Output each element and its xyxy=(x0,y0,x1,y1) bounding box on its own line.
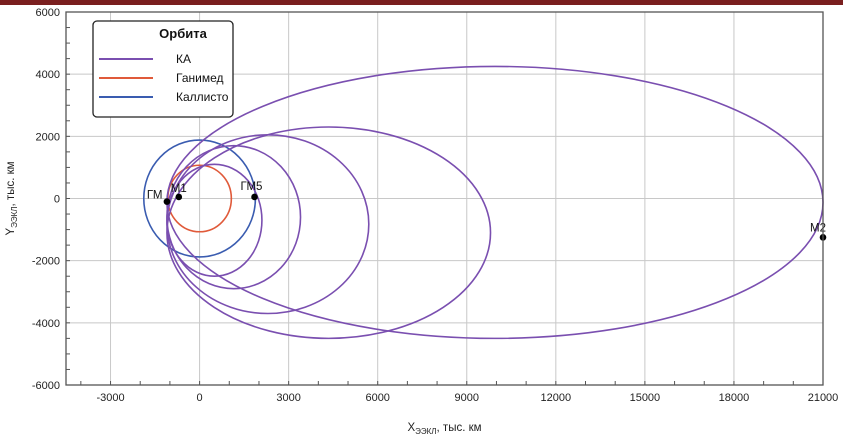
top-border-bar xyxy=(0,0,843,5)
legend-title: Орбита xyxy=(159,26,207,41)
x-axis-label-rest: , тыс. км xyxy=(437,422,482,434)
x-tick-label-2: 3000 xyxy=(276,392,300,404)
legend-label-1: Ганимед xyxy=(176,71,224,85)
legend-box xyxy=(92,20,234,118)
y-axis-label-rest: , тыс. км xyxy=(5,161,17,206)
legend: Орбита КА Ганимед Каллисто xyxy=(92,20,234,118)
x-axis-label-sub: ЭЭКЛ xyxy=(415,427,436,436)
x-tick-label-1: 0 xyxy=(197,392,203,404)
trajectory-points: ГМ М1 ГМ5 М2 xyxy=(147,181,827,241)
y-tick-label-3: 0 xyxy=(54,194,60,206)
y-tick-label-6: 6000 xyxy=(36,7,60,19)
y-tick-label-0: -6000 xyxy=(32,380,60,392)
x-tick-label-6: 15000 xyxy=(630,392,661,404)
legend-label-0: КА xyxy=(176,52,191,66)
point-М1 xyxy=(175,193,183,201)
y-axis-label: YЭЭКЛ, тыс. км xyxy=(5,161,19,235)
point-label-ГМ5: ГМ5 xyxy=(241,181,263,193)
y-tick-label-5: 4000 xyxy=(36,69,60,81)
y-tick-label-2: -2000 xyxy=(32,256,60,268)
x-tick-label-3: 6000 xyxy=(365,392,389,404)
plot-frame xyxy=(65,11,824,386)
x-tick-label-5: 12000 xyxy=(541,392,572,404)
point-label-М1: М1 xyxy=(171,183,187,195)
orbit-ka-6 xyxy=(166,163,263,278)
x-tick-labels: -3000 0 3000 6000 9000 12000 15000 18000 21000 xyxy=(96,392,838,404)
x-tick-label-7: 18000 xyxy=(719,392,750,404)
legend-items: КА Ганимед Каллисто xyxy=(99,52,229,104)
point-label-М2: М2 xyxy=(810,222,826,234)
x-tick-label-0: -3000 xyxy=(96,392,124,404)
y-tick-label-1: -4000 xyxy=(32,318,60,330)
x-tick-label-8: 21000 xyxy=(808,392,839,404)
y-tick-labels: -6000 -4000 -2000 0 2000 4000 6000 xyxy=(32,7,60,392)
x-axis-label: XЭЭКЛ, тыс. км xyxy=(407,422,481,436)
y-axis-label-main: Y xyxy=(5,228,17,236)
point-ГМ xyxy=(163,198,171,205)
y-tick-label-4: 2000 xyxy=(36,131,60,143)
legend-label-2: Каллисто xyxy=(176,90,229,104)
x-tick-label-4: 9000 xyxy=(455,392,479,404)
x-axis-label-main: X xyxy=(407,422,415,434)
y-axis-label-sub: ЭЭКЛ xyxy=(10,206,19,227)
point-ГМ5 xyxy=(251,193,258,201)
point-label-ГМ: ГМ xyxy=(147,190,163,202)
